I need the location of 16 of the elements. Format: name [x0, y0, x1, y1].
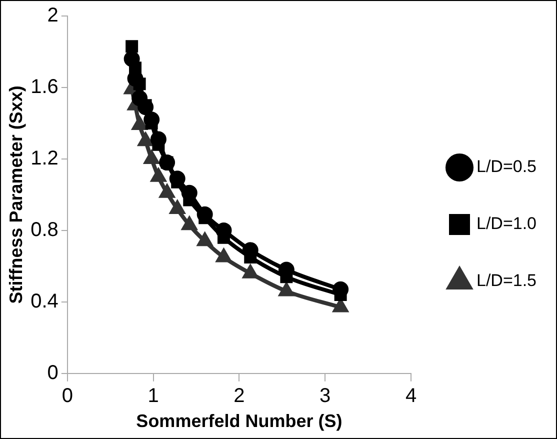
- y-tick-label: 0.4: [30, 290, 58, 312]
- x-axis-title: Sommerfeld Number (S): [136, 411, 342, 432]
- y-tick-label: 2: [47, 4, 58, 27]
- x-tick-label: 1: [148, 384, 159, 407]
- legend-label: L/D=1.0: [476, 214, 537, 234]
- x-tick-label: 4: [405, 384, 417, 407]
- y-tick-label: 1.6: [30, 76, 58, 98]
- x-tick-label: 2: [234, 384, 245, 407]
- legend-label: L/D=1.5: [476, 271, 537, 290]
- legend-label: L/D=0.5: [476, 157, 537, 176]
- x-tick-label: 3: [320, 384, 331, 407]
- y-tick-label: 0.8: [30, 218, 58, 241]
- y-tick-label: 0: [47, 362, 58, 384]
- x-tick-label: 0: [62, 384, 73, 407]
- y-tick-label: 1.2: [30, 147, 58, 170]
- y-axis-title: Stiffness Parameter (Sxx): [6, 86, 26, 304]
